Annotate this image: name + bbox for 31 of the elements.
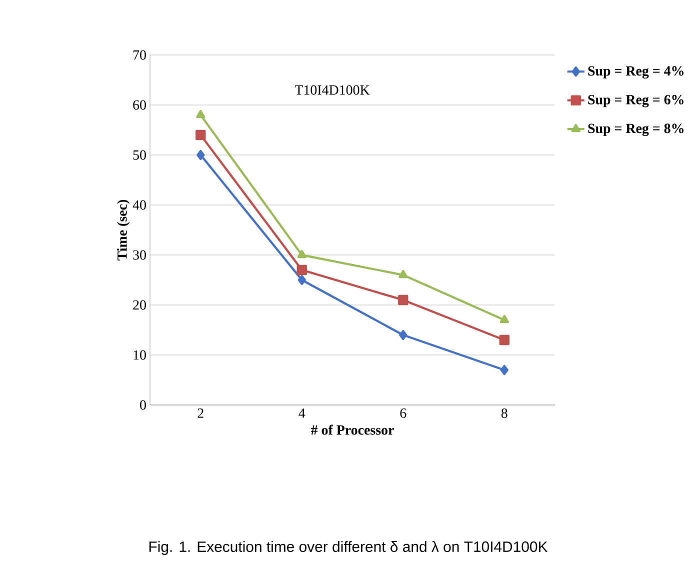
y-tick-label: 0: [140, 400, 146, 410]
y-axis-title: Time (sec): [117, 200, 130, 260]
x-tick-label: 8: [501, 408, 508, 418]
point: [399, 330, 408, 340]
x-tick-label: 4: [298, 408, 306, 418]
point: [196, 130, 206, 140]
y-tick-label: 50: [133, 150, 146, 160]
point: [499, 334, 510, 346]
x-tick-label: 2: [198, 408, 204, 418]
y-tick-label: 30: [133, 250, 146, 260]
point: [398, 270, 408, 278]
legend-label: Sup = Reg = 6%: [588, 94, 684, 108]
x-tick-label: 6: [400, 408, 406, 418]
point: [298, 274, 306, 286]
point: [196, 110, 206, 118]
annotation: T10I4D100K: [294, 85, 370, 95]
point: [500, 314, 509, 324]
legend-label: Sup = Reg = 8%: [588, 124, 684, 136]
legend-label: Sup = Reg = 4%: [588, 66, 684, 79]
y-tick-label: 10: [134, 350, 146, 360]
point: [296, 264, 307, 276]
x-axis-title: # of Processor: [310, 424, 394, 435]
y-tick-label: 60: [133, 100, 146, 110]
point: [398, 294, 408, 306]
y-tick-label: 70: [133, 50, 146, 60]
point: [297, 250, 306, 258]
y-tick-label: 20: [133, 300, 146, 310]
point: [196, 150, 205, 160]
y-tick-label: 40: [132, 200, 146, 210]
caption: Fig. 1. Execution time over different δ and λ on T10I4D100K: [149, 541, 548, 555]
point: [500, 364, 508, 376]
